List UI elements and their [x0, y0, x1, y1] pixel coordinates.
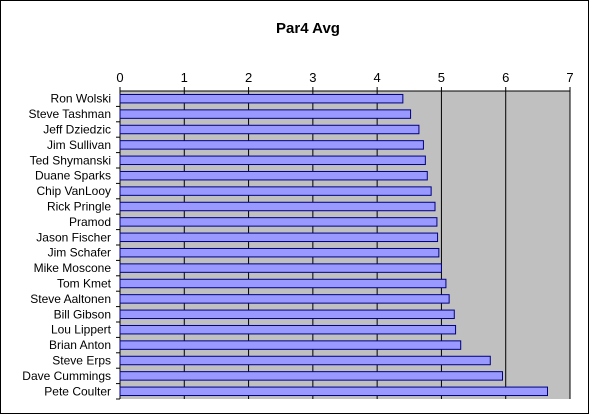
plot-background — [120, 91, 570, 399]
chart-title: Par4 Avg — [276, 20, 340, 37]
x-tick-label: 3 — [309, 70, 316, 85]
bar — [119, 232, 439, 243]
bar — [119, 201, 436, 212]
category-label: Ted Shymanski — [30, 153, 111, 167]
bar — [119, 278, 447, 289]
bar — [119, 217, 438, 227]
category-label: Jeff Dziedzic — [43, 123, 111, 137]
category-label: Jason Fischer — [36, 230, 111, 244]
bar — [119, 170, 428, 181]
bar — [119, 324, 457, 335]
category-label: Steve Erps — [52, 354, 111, 368]
x-tick-label: 5 — [438, 70, 445, 85]
bar — [119, 140, 424, 150]
category-label: Ron Wolski — [51, 92, 111, 106]
bar — [119, 309, 455, 320]
bar — [119, 124, 420, 135]
category-label: Bill Gibson — [54, 307, 111, 321]
bar — [119, 93, 404, 104]
bar — [119, 263, 442, 273]
x-tick-label: 4 — [374, 70, 381, 85]
category-label: Brian Anton — [49, 338, 111, 352]
category-label: Lou Lippert — [51, 323, 112, 337]
x-tick-label: 6 — [502, 70, 509, 85]
category-label: Steve Tashman — [29, 107, 112, 121]
category-label: Pete Coulter — [44, 384, 111, 398]
category-label: Steve Aaltonen — [30, 292, 111, 306]
category-label: Chip VanLooy — [37, 184, 112, 198]
category-label: Jim Sullivan — [47, 138, 111, 152]
bar — [119, 186, 432, 196]
x-tick-label: 0 — [116, 70, 123, 85]
bar — [119, 371, 503, 381]
x-tick-label: 7 — [566, 70, 573, 85]
bar — [119, 294, 450, 304]
bar — [119, 109, 412, 119]
bar — [119, 386, 548, 397]
category-label: Jim Schafer — [48, 246, 111, 260]
bar — [119, 340, 462, 350]
bar — [119, 247, 440, 258]
category-label: Pramod — [69, 215, 111, 229]
category-label: Mike Moscone — [34, 261, 112, 275]
bar — [119, 155, 426, 166]
bar — [119, 355, 491, 366]
x-tick-label: 2 — [245, 70, 252, 85]
category-label: Tom Kmet — [57, 277, 112, 291]
category-label: Dave Cummings — [22, 369, 111, 383]
x-tick-label: 1 — [181, 70, 188, 85]
category-label: Rick Pringle — [47, 200, 111, 214]
category-label: Duane Sparks — [35, 169, 111, 183]
